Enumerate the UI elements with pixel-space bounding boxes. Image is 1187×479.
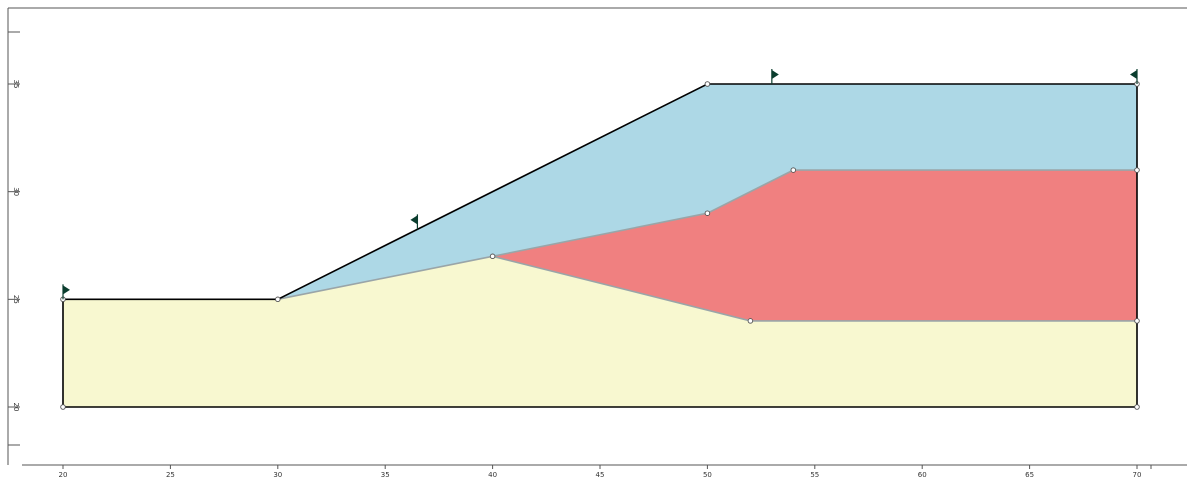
flag-pennant	[771, 70, 779, 79]
x-axis-ticks: 20 25 30 35 40 45 50 55 60 65 70	[59, 465, 1152, 479]
y-tick-label: 25	[12, 295, 20, 304]
upper-layer-region	[277, 84, 1137, 300]
x-tick-label: 60	[918, 471, 927, 479]
vertex-point	[790, 167, 797, 173]
vertex-point	[704, 210, 711, 216]
y-axis-ticks: 20 25 30 35	[8, 31, 20, 446]
x-tick-label: 70	[1133, 471, 1142, 479]
base-layer-region	[63, 256, 1137, 407]
flag-pennant	[410, 215, 418, 225]
slope-limit-flag-icon	[771, 69, 779, 84]
flag-pennant	[1130, 70, 1137, 79]
x-tick-label: 35	[381, 471, 390, 479]
x-tick-label: 40	[488, 471, 497, 479]
flag-pennant	[63, 285, 70, 295]
vertex-point	[489, 253, 496, 260]
vertex-point	[275, 296, 281, 303]
vertex-point	[1134, 318, 1140, 324]
x-tick-label: 25	[166, 471, 175, 479]
x-tick-label: 20	[59, 471, 68, 479]
material-layers	[63, 84, 1138, 407]
x-tick-label: 50	[703, 471, 712, 479]
slope-limit-flag-icon	[410, 214, 419, 230]
middle-layer-region	[492, 170, 1138, 321]
x-tick-label: 30	[273, 471, 282, 479]
y-tick-label: 20	[12, 403, 20, 412]
y-tick-label: 35	[12, 80, 20, 89]
slope-limit-flags	[62, 69, 1138, 300]
slope-limit-flag-icon	[1130, 69, 1138, 84]
vertex-point	[60, 404, 66, 410]
x-tick-label: 65	[1025, 471, 1034, 479]
axes: 20 25 30 35 40 45 50 55 60 65 70 20 25 30 35	[7, 7, 1187, 479]
boundary-vertices	[60, 81, 1140, 410]
slope-limit-flag-icon	[62, 284, 70, 300]
vertex-point	[1134, 167, 1140, 173]
x-tick-label: 45	[596, 471, 605, 479]
vertex-point	[1134, 404, 1140, 410]
y-tick-label: 30	[12, 187, 20, 196]
vertex-point	[704, 81, 711, 87]
x-tick-label: 55	[810, 471, 819, 479]
vertex-point	[747, 318, 754, 324]
